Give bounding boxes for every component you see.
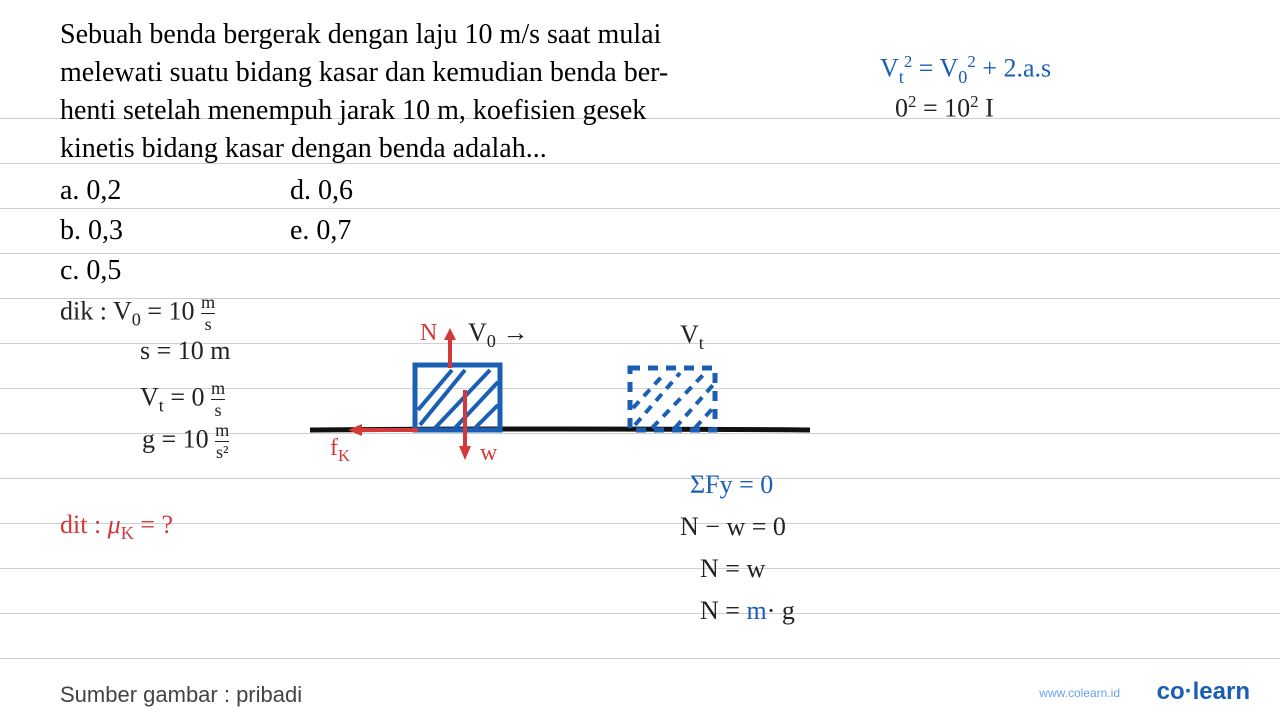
eq-kinematics-2: 02 = 102 I: [895, 92, 994, 124]
given-vt: Vt = 0 ms: [140, 378, 225, 421]
brand-logo: co·learn: [1157, 678, 1250, 706]
eq-sumfy: ΣFy = 0: [690, 470, 773, 500]
label-V0: V0 →: [468, 318, 528, 352]
eq-nw: N = w: [700, 554, 765, 584]
given-header: dik : V0 = 10 ms: [60, 292, 215, 335]
label-w: w: [480, 440, 497, 467]
question-line-1: Sebuah benda bergerak dengan laju 10 m/s…: [60, 16, 661, 54]
label-fk: fK: [330, 435, 350, 466]
eq-kinematics-1: Vt2 = V02 + 2.a.s: [880, 52, 1051, 88]
option-d: d. 0,6: [290, 172, 353, 210]
source-caption: Sumber gambar : pribadi: [60, 682, 302, 708]
eq-nmg: N = m· g: [700, 596, 795, 626]
given-s: s = 10 m: [140, 336, 231, 366]
question-line-2: melewati suatu bidang kasar dan kemudian…: [60, 54, 668, 92]
asked-header: dit : μK = ?: [60, 510, 173, 544]
brand-url: www.colearn.id: [1039, 686, 1120, 700]
label-Vt: Vt: [680, 320, 704, 354]
given-g: g = 10 ms²: [142, 420, 229, 463]
option-e: e. 0,7: [290, 212, 351, 250]
option-b: b. 0,3: [60, 212, 123, 250]
option-a: a. 0,2: [60, 172, 121, 210]
friction-diagram: [300, 320, 820, 470]
label-N: N: [420, 320, 437, 347]
option-c: c. 0,5: [60, 252, 121, 290]
question-line-3: henti setelah menempuh jarak 10 m, koefi…: [60, 92, 646, 130]
eq-nw0: N − w = 0: [680, 512, 786, 542]
question-line-4: kinetis bidang kasar dengan benda adalah…: [60, 130, 547, 168]
